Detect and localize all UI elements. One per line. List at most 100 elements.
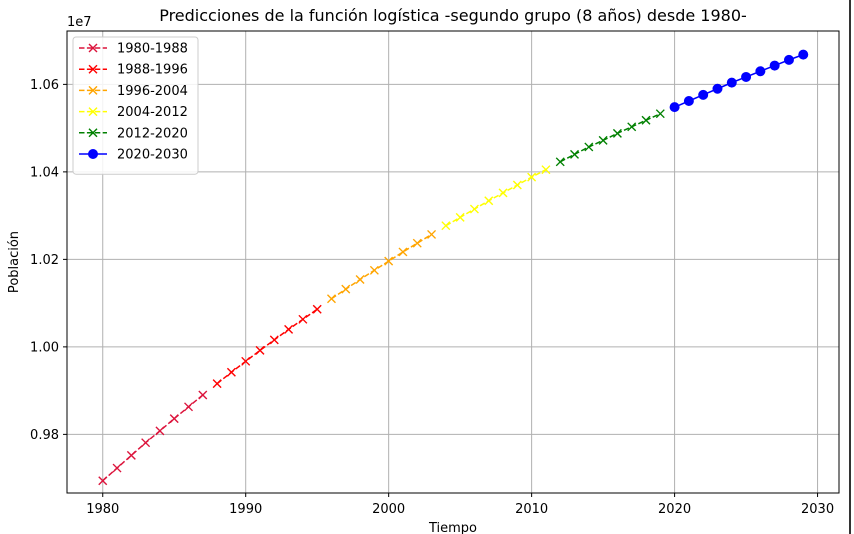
x-axis-title: Tiempo — [428, 521, 477, 534]
data-point — [655, 109, 665, 119]
data-point — [641, 115, 651, 125]
series-1988-1996 — [212, 304, 322, 389]
data-point — [712, 83, 723, 94]
data-point — [212, 379, 222, 389]
legend-item: 1996-2004 — [79, 84, 188, 99]
data-point — [455, 212, 465, 222]
data-point — [141, 438, 151, 448]
series-2020-2030 — [669, 49, 809, 113]
legend: 1980-1988 1988-1996 1996-2004 2004-2012 2012… — [72, 36, 199, 175]
y-tick-label: 1.06 — [30, 78, 59, 93]
data-point — [612, 128, 622, 138]
data-point — [341, 284, 351, 294]
data-point — [484, 196, 494, 206]
data-point — [469, 204, 479, 214]
legend-label: 1996-2004 — [117, 84, 188, 99]
series-line — [445, 169, 547, 227]
y-offset-label: 1e7 — [67, 15, 92, 30]
data-point — [198, 390, 208, 400]
data-point — [441, 221, 451, 231]
y-tick-label: 1.02 — [30, 253, 59, 268]
series-layer — [98, 49, 809, 486]
data-point — [88, 85, 98, 95]
y-axis: 0.98 1.00 1.02 1.04 1.06 — [30, 78, 67, 443]
series-2012-2020 — [555, 109, 665, 167]
data-point — [398, 247, 408, 257]
data-point — [598, 135, 608, 145]
data-point — [326, 294, 336, 304]
data-point — [412, 238, 422, 248]
series-line — [102, 394, 204, 482]
data-point — [683, 96, 694, 106]
data-point — [155, 426, 165, 436]
x-tick-label: 2000 — [372, 502, 405, 517]
data-point — [369, 265, 379, 275]
y-tick-label: 0.98 — [30, 428, 59, 443]
data-point — [755, 66, 766, 77]
data-point — [298, 314, 308, 324]
legend-label: 2004-2012 — [117, 105, 188, 120]
data-point — [112, 463, 122, 473]
data-point — [88, 43, 98, 53]
data-point — [783, 54, 794, 65]
data-point — [184, 402, 194, 412]
data-point — [512, 180, 522, 190]
plot-frame — [66, 30, 840, 494]
data-point — [88, 64, 98, 74]
data-point — [798, 49, 809, 60]
window-edge — [849, 0, 851, 534]
x-tick-label: 2020 — [658, 502, 691, 517]
legend-item: 1980-1988 — [79, 42, 188, 57]
data-point — [498, 188, 508, 198]
data-point — [627, 122, 637, 132]
data-point — [669, 102, 680, 113]
y-tick-label: 1.00 — [30, 340, 59, 355]
data-point — [169, 414, 179, 424]
x-tick-label: 2030 — [801, 502, 834, 517]
x-tick-label: 2010 — [515, 502, 548, 517]
data-point — [384, 256, 394, 266]
data-point — [98, 476, 108, 486]
legend-item: 2004-2012 — [79, 105, 188, 120]
data-point — [355, 275, 365, 284]
series-line — [674, 53, 804, 108]
series-line — [559, 113, 661, 163]
data-point — [769, 60, 780, 71]
y-axis-title: Población — [7, 231, 22, 293]
data-point — [570, 149, 580, 159]
series-1980-1988 — [98, 390, 208, 486]
data-point — [726, 77, 737, 88]
x-tick-label: 1980 — [86, 502, 119, 517]
data-point — [584, 142, 594, 152]
legend-item: 2012-2020 — [79, 126, 188, 141]
data-point — [312, 304, 322, 314]
data-point — [555, 157, 565, 167]
data-point — [88, 149, 98, 159]
y-tick-label: 1.04 — [30, 165, 59, 180]
legend-label: 2020-2030 — [117, 148, 188, 163]
legend-label: 2012-2020 — [117, 126, 188, 141]
data-point — [88, 128, 98, 138]
chart-title: Predicciones de la función logística -se… — [159, 6, 747, 25]
data-point — [126, 450, 136, 460]
data-point — [427, 229, 437, 239]
data-point — [269, 335, 279, 345]
legend-item: 2020-2030 — [79, 148, 188, 163]
series-1996-2004 — [326, 229, 437, 304]
legend-item: 1988-1996 — [79, 63, 188, 78]
data-point — [698, 89, 709, 100]
data-point — [255, 345, 265, 355]
legend-label: 1988-1996 — [117, 63, 188, 78]
x-axis: 1980 1990 2000 2010 2020 2030 — [86, 493, 834, 517]
data-point — [527, 172, 537, 182]
data-point — [741, 71, 752, 82]
x-tick-label: 1990 — [229, 502, 262, 517]
data-point — [226, 367, 236, 377]
data-point — [88, 107, 98, 117]
series-2004-2012 — [441, 165, 551, 231]
data-point — [541, 165, 551, 175]
legend-label: 1980-1988 — [117, 42, 188, 57]
data-point — [284, 324, 294, 334]
legend-box — [72, 36, 199, 175]
